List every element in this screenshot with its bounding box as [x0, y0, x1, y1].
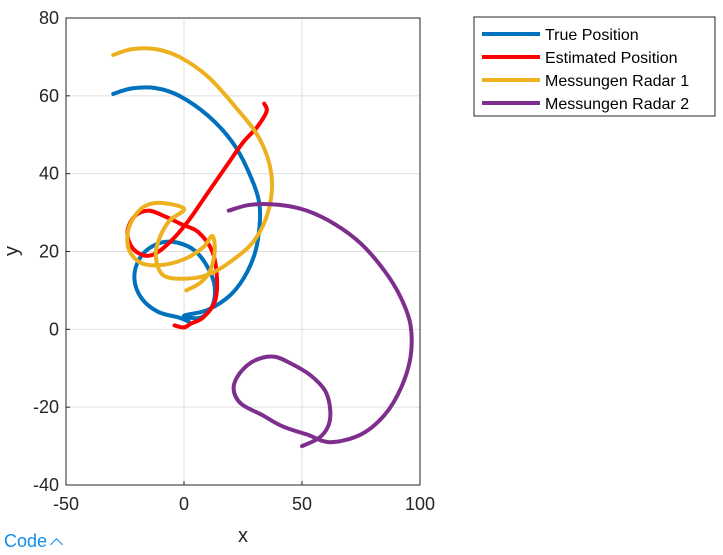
- y-axis-label: y: [1, 246, 23, 256]
- code-toggle-label: Code: [4, 531, 48, 551]
- y-tick-label: 20: [39, 242, 59, 262]
- series-line-4: [226, 202, 414, 449]
- series-layer: [111, 46, 414, 449]
- y-tick-label: -20: [33, 397, 59, 417]
- series-line-1: [111, 85, 263, 324]
- x-ticks: -50 0 50 100: [53, 481, 435, 514]
- y-tick-label: 0: [49, 319, 59, 339]
- legend-entry-2: Estimated Position: [545, 50, 678, 67]
- legend: True Position Estimated Position Messungen…: [473, 16, 716, 117]
- y-tick-label: -40: [33, 475, 59, 495]
- y-tick-label: 80: [39, 8, 59, 28]
- legend-entry-4: Messungen Radar 2: [545, 96, 689, 113]
- chevron-up-icon: [50, 537, 63, 551]
- y-tick-label: 60: [39, 86, 59, 106]
- x-tick-label: 100: [405, 494, 435, 514]
- legend-entry-3: Messungen Radar 1: [545, 73, 689, 90]
- y-ticks: -40 -20 0 20 40 60 80: [33, 8, 70, 495]
- x-axis-label: x: [238, 525, 248, 547]
- y-tick-label: 40: [39, 164, 59, 184]
- series-line-3: [111, 46, 274, 293]
- code-toggle-button[interactable]: Code: [4, 531, 63, 552]
- x-tick-label: 0: [179, 494, 189, 514]
- x-tick-label: -50: [53, 494, 79, 514]
- x-tick-label: 50: [292, 494, 312, 514]
- legend-entry-1: True Position: [545, 27, 639, 44]
